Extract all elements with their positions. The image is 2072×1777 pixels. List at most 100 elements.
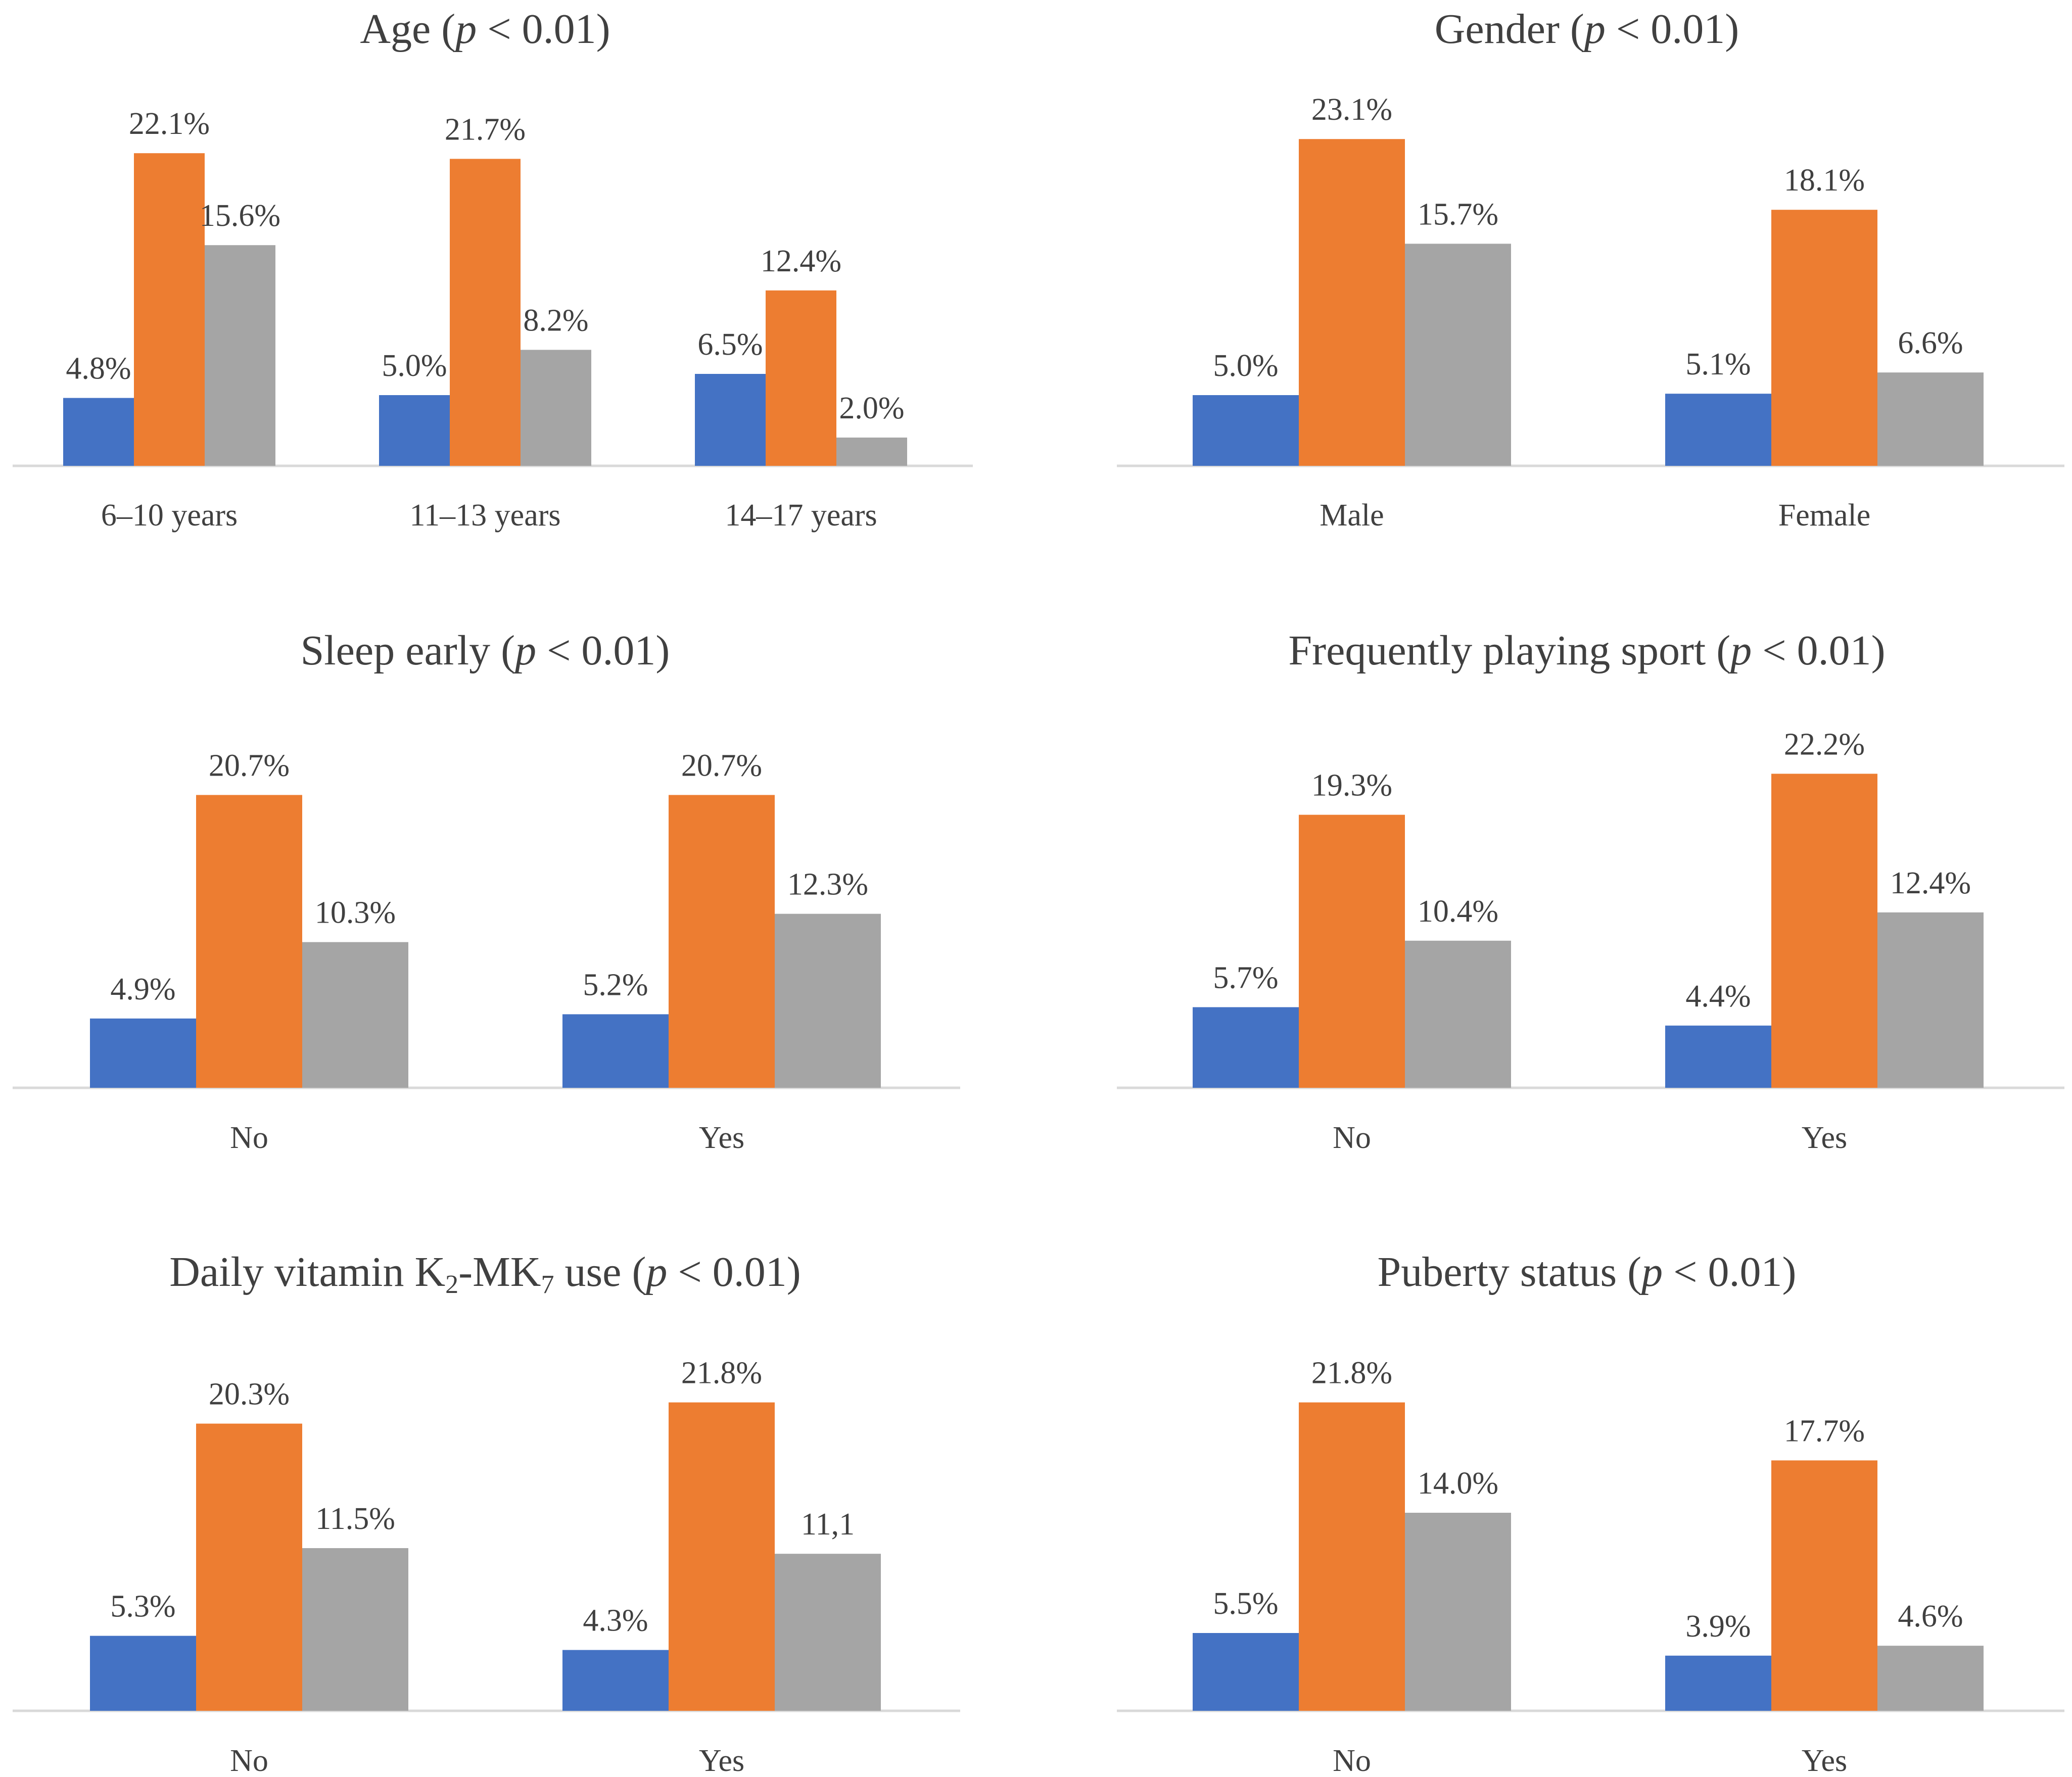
data-label: 4.6%	[1898, 1599, 1963, 1634]
data-label: 22.1%	[129, 107, 210, 141]
data-label: 11.5%	[315, 1502, 395, 1536]
bar-series2-1	[1299, 1402, 1405, 1711]
bar-series1-1	[90, 1636, 196, 1711]
data-label: 8.2%	[523, 303, 588, 338]
data-label: 5.0%	[382, 349, 447, 383]
data-label: 14.0%	[1418, 1466, 1498, 1501]
data-label: 4.9%	[110, 972, 175, 1006]
category-label: No	[1333, 1744, 1371, 1777]
bar-series3-2	[775, 1554, 881, 1711]
bar-series3-2	[521, 350, 591, 466]
bar-series2-2	[1771, 210, 1877, 466]
data-label: 23.1%	[1311, 92, 1392, 127]
data-label: 15.7%	[1418, 197, 1498, 231]
bar-series2-2	[1771, 774, 1877, 1088]
chart-title: Daily vitamin K2-MK7 use (p < 0.01)	[169, 1248, 801, 1299]
category-label: 14–17 years	[725, 498, 877, 533]
bar-series3-2	[1877, 912, 1984, 1088]
chart-panel-6: Puberty status (p < 0.01) 5.5% 21.8% 14.0% N…	[1117, 1248, 2064, 1777]
data-label: 21.7%	[445, 112, 526, 147]
bar-series3-1	[205, 245, 275, 466]
bar-series3-1	[1405, 940, 1511, 1088]
chart-panel-5: Daily vitamin K2-MK7 use (p < 0.01) 5.3% 2…	[13, 1248, 960, 1777]
chart-title: Age (p < 0.01)	[360, 6, 610, 53]
bar-series1-1	[90, 1018, 196, 1088]
bar-series3-2	[1877, 1646, 1984, 1711]
bar-series2-2	[669, 1402, 775, 1711]
chart-title: Sleep early (p < 0.01)	[301, 627, 670, 674]
bar-series3-1	[302, 1548, 408, 1711]
data-label: 10.4%	[1418, 894, 1498, 929]
data-label: 21.8%	[681, 1356, 762, 1390]
bar-series1-2	[1665, 1655, 1771, 1711]
bar-series3-3	[836, 438, 907, 466]
data-label: 17.7%	[1784, 1414, 1865, 1448]
data-label: 20.3%	[209, 1377, 290, 1412]
category-label: Yes	[699, 1121, 744, 1155]
category-label: Yes	[1802, 1744, 1847, 1777]
data-label: 20.7%	[681, 748, 762, 783]
data-label: 12.4%	[1890, 866, 1971, 900]
category-label: Male	[1320, 498, 1384, 533]
chart-panel-2: Gender (p < 0.01) 5.0% 23.1% 15.7% Male 5.1% 1…	[1117, 6, 2064, 533]
bar-series2-1	[196, 795, 302, 1088]
data-label: 10.3%	[315, 896, 396, 930]
data-label: 5.0%	[1213, 349, 1278, 383]
category-label: No	[230, 1744, 268, 1777]
category-label: Yes	[1802, 1121, 1847, 1155]
bar-series1-2	[1665, 394, 1771, 466]
data-label: 4.8%	[66, 352, 131, 386]
data-label: 4.4%	[1685, 979, 1751, 1014]
bar-series2-1	[134, 153, 205, 466]
data-label: 12.3%	[787, 868, 868, 902]
data-label: 18.1%	[1784, 163, 1865, 198]
data-label: 19.3%	[1311, 769, 1392, 803]
chart-panel-1: Age (p < 0.01) 4.8% 22.1% 15.6% 6–10 years 5.…	[13, 6, 973, 533]
category-label: No	[230, 1121, 268, 1155]
category-label: No	[1333, 1121, 1371, 1155]
data-label: 5.1%	[1685, 347, 1751, 381]
category-label: 6–10 years	[101, 498, 238, 533]
category-label: 11–13 years	[409, 498, 560, 533]
bar-series1-2	[1665, 1025, 1771, 1088]
chart-title: Puberty status (p < 0.01)	[1378, 1248, 1797, 1295]
chart-title: Gender (p < 0.01)	[1435, 6, 1739, 53]
bar-series1-2	[562, 1650, 669, 1711]
bar-series1-1	[63, 398, 134, 466]
data-label: 6.6%	[1898, 326, 1963, 360]
data-label: 15.6%	[200, 199, 280, 233]
chart-panel-3: Sleep early (p < 0.01) 4.9% 20.7% 10.3% No 5.…	[13, 627, 960, 1155]
bar-series1-3	[695, 374, 766, 466]
data-label: 3.9%	[1685, 1609, 1751, 1644]
bar-series3-2	[775, 914, 881, 1088]
bar-series2-2	[450, 159, 521, 466]
bar-series3-1	[1405, 1513, 1511, 1711]
data-label: 21.8%	[1311, 1356, 1392, 1390]
bar-series1-1	[1193, 1007, 1299, 1088]
data-label: 22.2%	[1784, 727, 1865, 761]
bar-series3-2	[1877, 372, 1984, 466]
data-label: 11,1	[801, 1507, 855, 1542]
bar-series2-1	[1299, 139, 1405, 466]
data-label: 2.0%	[839, 391, 904, 425]
data-label: 5.3%	[110, 1590, 175, 1624]
data-label: 12.4%	[761, 244, 841, 278]
bar-series2-2	[1771, 1460, 1877, 1711]
data-label: 5.7%	[1213, 960, 1278, 995]
chart-title: Frequently playing sport (p < 0.01)	[1288, 627, 1885, 674]
bar-series2-2	[669, 795, 775, 1088]
data-label: 5.2%	[583, 968, 648, 1002]
bar-series1-2	[379, 395, 450, 466]
bar-series3-1	[302, 942, 408, 1088]
bar-series3-1	[1405, 244, 1511, 466]
bar-series1-1	[1193, 395, 1299, 466]
data-label: 20.7%	[209, 748, 290, 783]
category-label: Yes	[699, 1744, 744, 1777]
data-label: 4.3%	[583, 1604, 648, 1638]
bar-series2-1	[196, 1423, 302, 1711]
chart-panel-4: Frequently playing sport (p < 0.01) 5.7% 1…	[1117, 627, 2064, 1155]
data-label: 5.5%	[1213, 1587, 1278, 1621]
bar-series2-1	[1299, 814, 1405, 1088]
data-label: 6.5%	[697, 327, 763, 362]
